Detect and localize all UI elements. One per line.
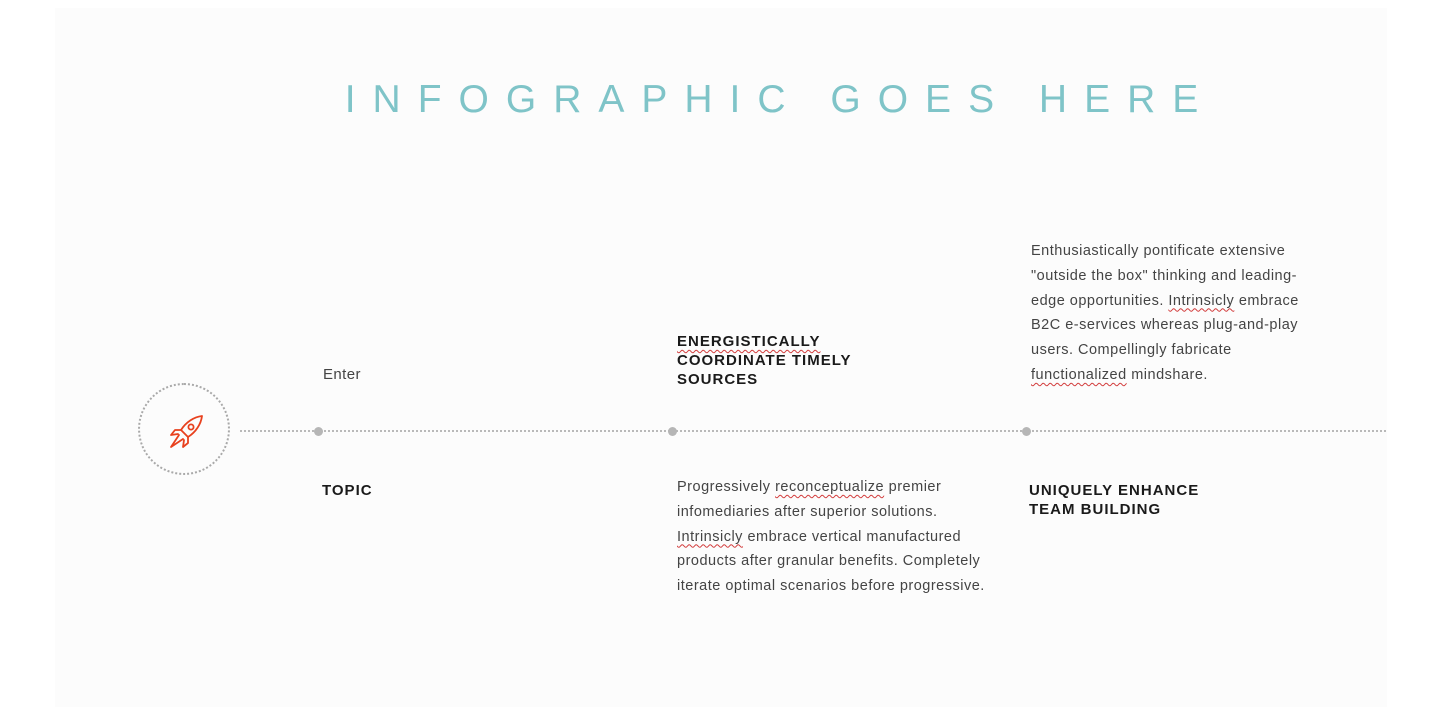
stop2-heading-line1: ENERGISTICALLY [677,333,821,350]
stop2-heading: ENERGISTICALLY COORDINATE TIMELY SOURCES [677,332,897,389]
stop3-heading-line2: TEAM BUILDING [1029,501,1162,518]
stop2-paragraph-text: embrace vertical manufactured products a… [677,528,985,595]
stop3-paragraph: Enthusiastically pontificate extensive "… [1031,239,1331,388]
page-title: INFOGRAPHIC GOES HERE [344,78,1216,121]
stop1-top-text: Enter [323,366,361,383]
stop1-heading: TOPIC [322,482,373,499]
infographic-canvas [55,8,1387,707]
timeline-dot-2 [668,427,677,436]
stop3-paragraph-text: embrace B2C e-services whereas plug-and-… [1031,292,1299,359]
stop3-paragraph-misspelled-word: functionalized [1031,366,1127,383]
stop2-paragraph-misspelled-word: Intrinsicly [677,528,743,545]
timeline-line [240,430,1386,432]
stop3-paragraph-text: mindshare. [1126,366,1208,383]
stop3-paragraph-misspelled-word: Intrinsicly [1168,292,1235,309]
stop3-paragraph-text: Enthusiastically pontificate extensive "… [1031,243,1297,309]
stop2-paragraph-text: premier infomediaries after superior sol… [677,479,942,520]
timeline-dot-3 [1022,427,1031,436]
stop2-paragraph-text: Progressively [677,479,776,495]
rocket-badge [138,383,230,475]
stop2-heading-line2: COORDINATE TIMELY [677,352,852,369]
stop2-heading-line3: SOURCES [677,371,759,388]
timeline-dot-1 [314,427,323,436]
stop3-heading-line1: UNIQUELY ENHANCE [1029,482,1200,499]
stop3-heading: UNIQUELY ENHANCE TEAM BUILDING [1029,481,1249,519]
stop2-paragraph-misspelled-word: reconceptualize [775,479,885,495]
stop2-paragraph: Progressively reconceptualize premier in… [677,475,997,599]
